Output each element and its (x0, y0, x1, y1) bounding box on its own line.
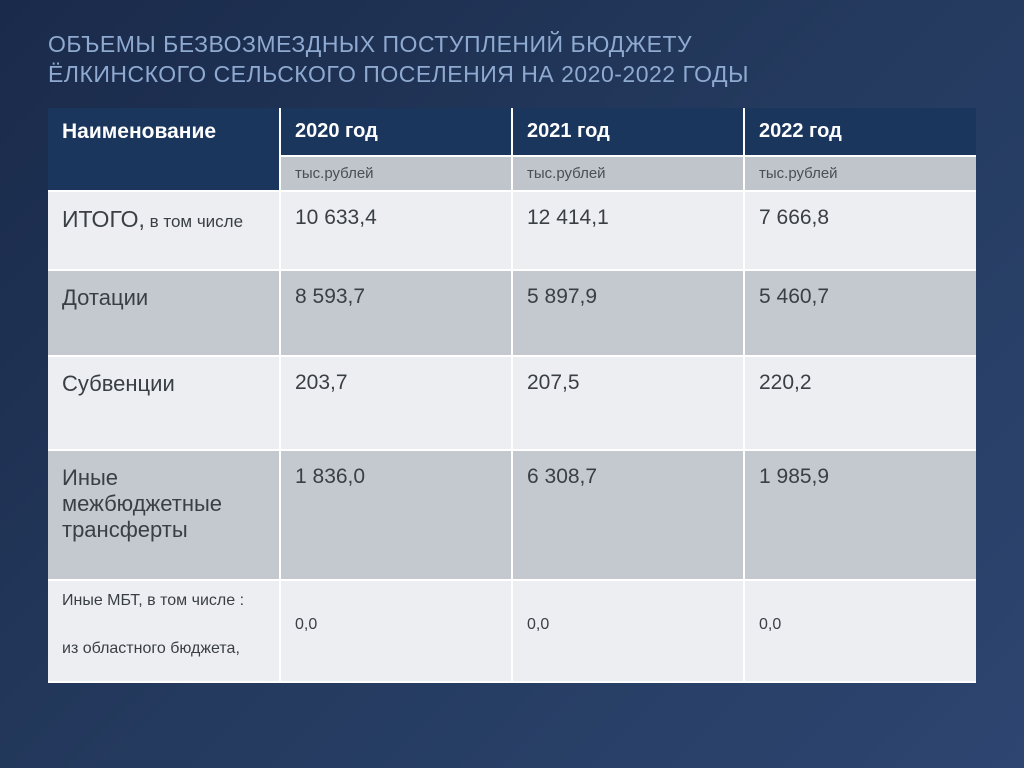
title-line1: ОБЪЕМЫ БЕЗВОЗМЕЗДНЫХ ПОСТУПЛЕНИЙ БЮДЖЕТУ (48, 31, 692, 57)
table-row-subventions: Субвенции 203,7 207,5 220,2 (48, 356, 976, 450)
table-header-row: Наименование 2020 год 2021 год 2022 год (48, 108, 976, 156)
row-label-dotations: Дотации (48, 270, 280, 356)
dotations-2020: 8 593,7 (280, 270, 512, 356)
subventions-2020: 203,7 (280, 356, 512, 450)
units-2021: тыс.рублей (512, 156, 744, 191)
total-label-main: ИТОГО, (62, 206, 145, 232)
page-title: ОБЪЕМЫ БЕЗВОЗМЕЗДНЫХ ПОСТУПЛЕНИЙ БЮДЖЕТУ… (48, 30, 976, 90)
row-label-total: ИТОГО, в том числе (48, 191, 280, 270)
total-2022: 7 666,8 (744, 191, 976, 270)
units-2022: тыс.рублей (744, 156, 976, 191)
dotations-2021: 5 897,9 (512, 270, 744, 356)
units-2020: тыс.рублей (280, 156, 512, 191)
table-row-mbt: Иные МБТ, в том числе : из областного бю… (48, 580, 976, 682)
table-row-other-transfers: Иные межбюджетные трансферты 1 836,0 6 3… (48, 450, 976, 580)
col-header-2020: 2020 год (280, 108, 512, 156)
other-2022: 1 985,9 (744, 450, 976, 580)
total-2021: 12 414,1 (512, 191, 744, 270)
title-line2: ЁЛКИНСКОГО СЕЛЬСКОГО ПОСЕЛЕНИЯ НА 2020-2… (48, 61, 749, 87)
col-header-name: Наименование (48, 108, 280, 191)
dotations-2022: 5 460,7 (744, 270, 976, 356)
other-2021: 6 308,7 (512, 450, 744, 580)
subventions-2021: 207,5 (512, 356, 744, 450)
table-row-total: ИТОГО, в том числе 10 633,4 12 414,1 7 6… (48, 191, 976, 270)
total-2020: 10 633,4 (280, 191, 512, 270)
row-label-other: Иные межбюджетные трансферты (48, 450, 280, 580)
budget-table: Наименование 2020 год 2021 год 2022 год … (48, 108, 976, 683)
col-header-2021: 2021 год (512, 108, 744, 156)
mbt-line1: Иные МБТ, в том числе : (62, 592, 244, 609)
row-label-mbt: Иные МБТ, в том числе : из областного бю… (48, 580, 280, 682)
mbt-2020: 0,0 (280, 580, 512, 682)
total-label-sub: в том числе (145, 212, 243, 231)
col-header-2022: 2022 год (744, 108, 976, 156)
other-2020: 1 836,0 (280, 450, 512, 580)
row-label-subventions: Субвенции (48, 356, 280, 450)
mbt-line2: из областного бюджета, (62, 640, 240, 657)
mbt-2022: 0,0 (744, 580, 976, 682)
subventions-2022: 220,2 (744, 356, 976, 450)
mbt-2021: 0,0 (512, 580, 744, 682)
table-row-dotations: Дотации 8 593,7 5 897,9 5 460,7 (48, 270, 976, 356)
